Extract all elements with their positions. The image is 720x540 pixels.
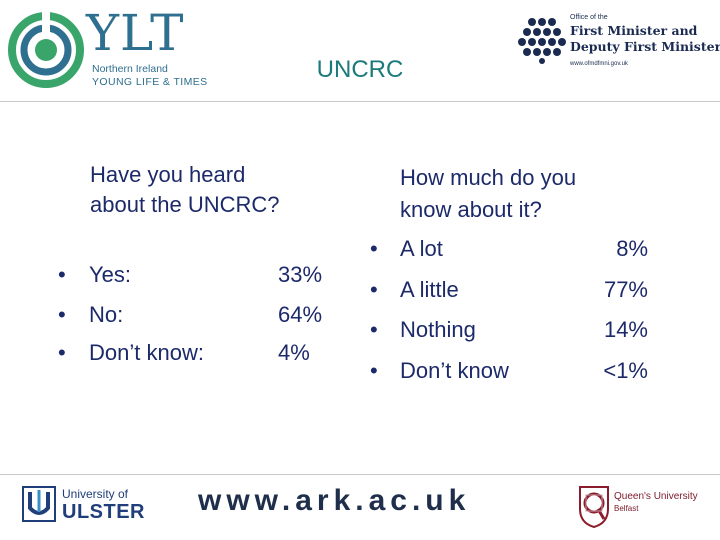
- answer-value: 77%: [603, 277, 648, 302]
- qub-line-2: Belfast: [614, 504, 639, 513]
- slide-title: UNCRC: [316, 56, 404, 83]
- answer-label: A lot: [400, 236, 443, 261]
- ark-website: www.ark.ac.uk: [198, 484, 471, 517]
- answer-label: Don’t know:: [89, 340, 204, 365]
- list-item: • Nothing 14%: [370, 317, 700, 349]
- answer-value: 4%: [278, 340, 310, 365]
- list-item: • No: 64%: [58, 302, 358, 332]
- left-question: Have you heard about the UNCRC?: [90, 160, 360, 220]
- bullet-icon: •: [370, 277, 378, 302]
- ofmdfm-logo: Office of the First Minister and Deputy …: [518, 8, 720, 74]
- ulster-line-2: ULSTER: [62, 501, 145, 523]
- ofmdfm-url: www.ofmdfmni.gov.uk: [570, 61, 628, 67]
- answer-label: Yes:: [89, 262, 132, 287]
- left-question-line-1: Have you heard: [90, 162, 246, 187]
- list-item: • A lot 8%: [370, 236, 700, 268]
- ylt-subtitle-1: Northern Ireland: [92, 63, 168, 75]
- ofmdfm-line-2: Deputy First Minister: [570, 39, 720, 54]
- right-question: How much do you know about it?: [400, 162, 700, 226]
- answer-label: A little: [400, 277, 459, 302]
- answer-label: Nothing: [400, 317, 476, 342]
- right-question-line-2: know about it?: [400, 197, 542, 222]
- list-item: • A little 77%: [370, 277, 700, 309]
- header-divider: [0, 101, 720, 102]
- qub-line-1: Queen's University: [614, 491, 698, 502]
- dots-emblem-icon: [518, 18, 566, 64]
- ylt-logo: YLT Northern Ireland YOUNG LIFE & TIMES: [8, 4, 238, 94]
- ulster-crest-icon: [22, 486, 56, 522]
- answer-value: <1%: [603, 358, 648, 383]
- ylt-wordmark: YLT: [86, 4, 185, 62]
- ylt-subtitle-2: YOUNG LIFE & TIMES: [92, 76, 208, 88]
- bullet-icon: •: [370, 236, 378, 261]
- qub-logo: Queen's University Belfast: [578, 485, 708, 529]
- list-item: • Don’t know <1%: [370, 358, 700, 390]
- answer-value: 64%: [278, 302, 323, 327]
- right-question-line-1: How much do you: [400, 165, 577, 190]
- list-item: • Don’t know: 4%: [58, 340, 358, 370]
- answer-label: Don’t know: [400, 358, 509, 383]
- ylt-spiral-icon: [8, 8, 84, 88]
- bullet-icon: •: [370, 317, 378, 342]
- ulster-line-1: University of: [62, 487, 129, 501]
- bullet-icon: •: [58, 262, 66, 287]
- qub-crest-icon: [579, 486, 609, 529]
- left-question-line-2: about the UNCRC?: [90, 192, 280, 217]
- bullet-icon: •: [370, 358, 378, 383]
- ofmdfm-small-text: Office of the: [570, 14, 608, 21]
- bullet-icon: •: [58, 302, 66, 327]
- footer-divider: [0, 474, 720, 475]
- answer-value: 14%: [603, 317, 648, 342]
- ofmdfm-line-1: First Minister and: [570, 23, 698, 38]
- bullet-icon: •: [58, 340, 66, 365]
- answer-value: 8%: [616, 236, 648, 261]
- answer-label: No:: [89, 302, 124, 327]
- answer-value: 33%: [278, 262, 323, 287]
- ulster-logo: University of ULSTER: [22, 484, 152, 526]
- list-item: • Yes: 33%: [58, 262, 358, 292]
